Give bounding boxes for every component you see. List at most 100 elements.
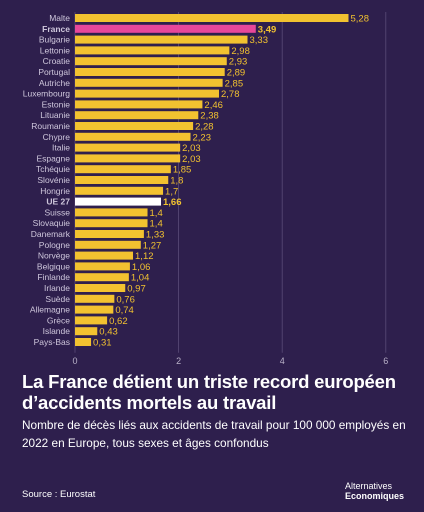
category-label: Estonie <box>42 99 71 109</box>
category-label: Suisse <box>44 207 70 217</box>
category-label: Hongrie <box>40 186 70 196</box>
category-label: Slovaquie <box>33 218 71 228</box>
category-label: Danemark <box>31 229 71 239</box>
bar <box>75 316 108 325</box>
value-label: 2,78 <box>221 89 240 100</box>
bar <box>75 240 141 249</box>
bar <box>75 111 199 120</box>
value-label: 5,28 <box>351 14 370 25</box>
category-label: Pologne <box>39 240 70 250</box>
value-label: 2,38 <box>200 111 219 122</box>
x-tick-label: 6 <box>383 356 388 365</box>
bar <box>75 57 227 66</box>
value-label: 2,89 <box>227 68 246 79</box>
bar <box>75 46 230 55</box>
value-label: 1,27 <box>143 240 162 251</box>
value-label: 1,06 <box>132 262 151 273</box>
bar <box>75 219 148 228</box>
category-label: Suède <box>45 294 70 304</box>
category-label: Allemagne <box>30 305 70 315</box>
category-label: Irlande <box>44 283 70 293</box>
value-label: 1,66 <box>163 197 182 208</box>
value-label: 1,04 <box>131 273 150 284</box>
bar <box>75 284 126 292</box>
chart-subtitle: Nombre de décès liés aux accidents de tr… <box>22 418 406 450</box>
value-label: 2,93 <box>229 57 248 68</box>
brand-line2: Economiques <box>344 491 404 501</box>
x-tick-label: 0 <box>72 356 77 365</box>
bar <box>75 262 130 271</box>
category-label: Lituanie <box>40 110 70 120</box>
category-label: Finlande <box>37 272 70 282</box>
bar <box>75 24 256 33</box>
value-label: 1,4 <box>150 219 163 230</box>
category-label: Tchéquie <box>36 164 70 174</box>
category-label: Belgique <box>37 261 70 271</box>
category-label: Norvège <box>38 251 70 261</box>
bar <box>75 122 194 130</box>
bar <box>75 68 225 76</box>
value-label: 0,62 <box>109 316 128 327</box>
category-label: Croatie <box>43 56 71 66</box>
bar <box>75 294 115 303</box>
category-label: Autriche <box>39 78 70 88</box>
x-tick-label: 2 <box>176 356 181 365</box>
value-label: 2,98 <box>231 46 250 57</box>
category-label: Italie <box>52 143 70 153</box>
category-label: Portugal <box>38 67 70 77</box>
bar <box>75 132 191 141</box>
value-label: 1,4 <box>150 208 163 219</box>
value-label: 1,8 <box>170 176 183 187</box>
value-label: 0,31 <box>93 338 112 349</box>
category-label: Chypre <box>43 132 71 142</box>
chart-title: La France détient un triste record europ… <box>22 371 396 413</box>
category-label: Islande <box>43 326 71 336</box>
value-label: 1,33 <box>146 230 165 241</box>
bar <box>75 100 203 109</box>
bar <box>75 176 169 184</box>
category-label: Espagne <box>36 153 70 163</box>
value-label: 2,28 <box>195 122 214 133</box>
bar <box>75 327 98 336</box>
category-label: Malte <box>49 13 70 23</box>
category-label: UE 27 <box>46 197 70 207</box>
bar <box>75 251 134 260</box>
category-label: Pays-Bas <box>34 337 70 347</box>
bar <box>75 197 161 206</box>
x-tick-label: 4 <box>280 356 285 365</box>
category-label: France <box>42 24 70 34</box>
bar <box>75 35 248 44</box>
source-note: Source : Eurostat <box>22 489 96 500</box>
value-label: 2,03 <box>182 143 201 154</box>
category-label: Luxembourg <box>23 89 71 99</box>
value-label: 1,12 <box>135 251 154 262</box>
bar <box>75 273 129 282</box>
category-label: Bulgarie <box>39 35 70 45</box>
brand-line1: Alternatives <box>344 481 393 491</box>
value-label: 0,43 <box>99 327 118 338</box>
category-label: Grèce <box>47 315 70 325</box>
value-label: 3,49 <box>258 24 277 35</box>
bar <box>75 208 148 217</box>
bar <box>75 14 349 22</box>
bar <box>75 186 164 195</box>
bar <box>75 78 223 87</box>
value-label: 1,85 <box>173 165 192 176</box>
value-label: 2,23 <box>193 132 212 143</box>
value-label: 2,03 <box>182 154 201 165</box>
category-label: Roumanie <box>31 121 70 131</box>
bar <box>75 89 220 98</box>
value-label: 2,46 <box>204 100 223 111</box>
bar <box>75 165 171 174</box>
value-label: 0,97 <box>127 284 146 295</box>
bar-chart: 0 2 4 6 Malte 5,28 France 3,49 Bulgarie 3,33 Letto… <box>23 12 388 365</box>
category-label: Lettonie <box>40 45 71 55</box>
bar <box>75 305 114 314</box>
value-label: 1,7 <box>165 186 178 197</box>
bar <box>75 338 92 346</box>
brand-logo: Alternatives Economiques <box>345 481 404 501</box>
bar <box>75 143 181 152</box>
category-label: Slovénie <box>37 175 70 185</box>
bar <box>75 154 181 163</box>
value-label: 0,76 <box>116 294 135 305</box>
